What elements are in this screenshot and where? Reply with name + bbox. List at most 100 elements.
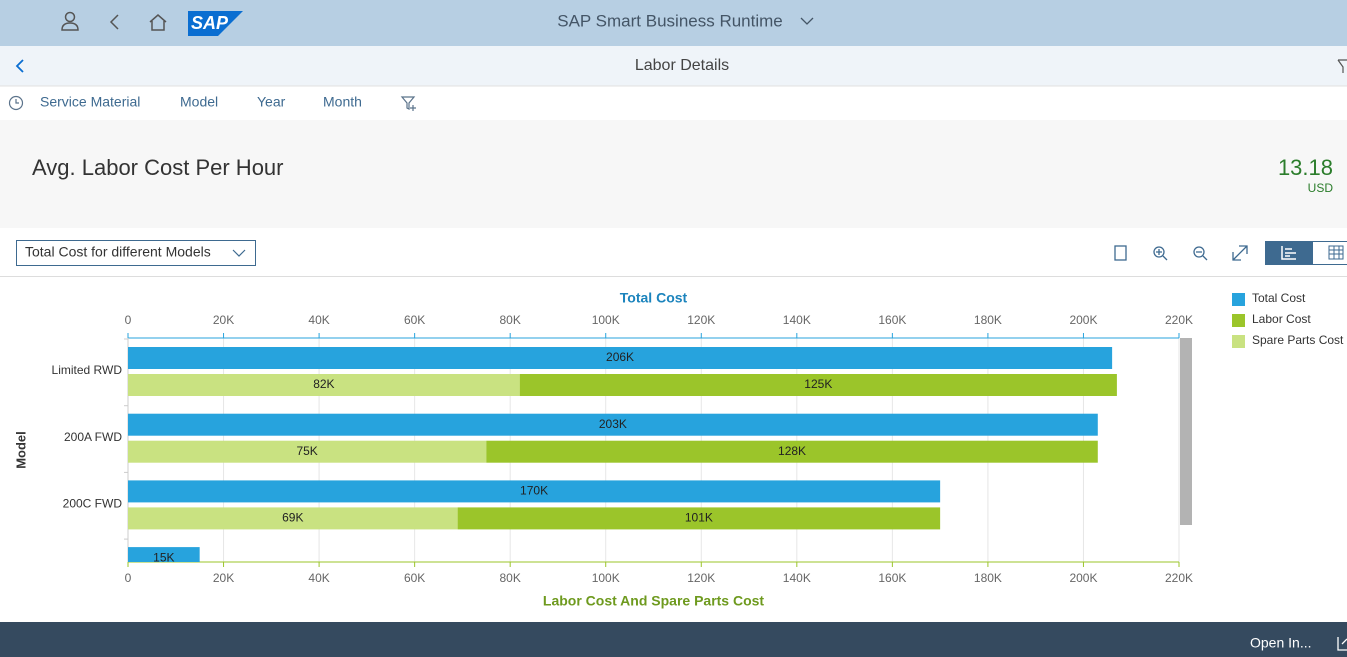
bar: [128, 440, 487, 463]
bar: [128, 413, 1098, 436]
x-tick-label: 20K: [213, 571, 234, 585]
legend-label[interactable]: Total Cost: [1252, 291, 1306, 305]
x-tick-label: 120K: [687, 571, 715, 585]
zoom-in[interactable]: [1153, 246, 1165, 258]
bar: [519, 374, 1117, 396]
x2-tick-label: 0: [125, 313, 132, 327]
legend-swatch: [1232, 293, 1245, 306]
bar: [128, 374, 520, 396]
x2-tick-label: 40K: [308, 313, 329, 327]
scrollbar[interactable]: [1180, 338, 1192, 525]
view-select-arrow: [232, 249, 246, 257]
data-label: 170K: [520, 484, 548, 498]
sap-logo-text: SAP: [191, 13, 229, 33]
data-label: 15K: [153, 550, 174, 564]
user-icon-body[interactable]: [61, 22, 79, 31]
data-label: 125K: [804, 377, 832, 391]
y-tick-label: 200C FWD: [63, 497, 123, 511]
x-tick-label: 180K: [974, 571, 1002, 585]
x2-tick-label: 60K: [404, 313, 425, 327]
bar: [486, 440, 1098, 463]
data-label: 206K: [606, 350, 634, 364]
x-axis-title: Labor Cost And Spare Parts Cost: [543, 593, 765, 609]
x2-tick-label: 140K: [783, 313, 811, 327]
user-icon[interactable]: [64, 11, 76, 23]
add-filter-icon[interactable]: [400, 96, 416, 111]
legend-label[interactable]: Spare Parts Cost: [1252, 333, 1344, 347]
view-select-text: Total Cost for different Models: [25, 244, 211, 260]
chart-toolbar: [1114, 245, 1248, 261]
sap-logo[interactable]: [188, 11, 243, 36]
x-tick-label: 140K: [783, 571, 811, 585]
nav-back[interactable]: [15, 59, 24, 73]
table-view-icon: [1328, 245, 1344, 260]
shell-title[interactable]: SAP Smart Business Runtime: [557, 11, 783, 30]
x-tick-label: 100K: [592, 571, 620, 585]
bar: [128, 547, 200, 562]
data-label: 75K: [296, 444, 317, 458]
bar: [128, 480, 941, 503]
x2-tick-label: 200K: [1069, 313, 1097, 327]
legend-swatch: [1232, 314, 1245, 327]
chart-view-icon: [1281, 246, 1296, 260]
y-axis-title: Model: [13, 431, 28, 469]
x2-tick-label: 220K: [1165, 313, 1193, 327]
filter-list: Service Material Model Year Month: [40, 94, 362, 110]
x2-tick-label: 100K: [592, 313, 620, 327]
filter-item[interactable]: Service Material: [40, 94, 140, 110]
data-label: 101K: [685, 511, 713, 525]
kpi-unit: USD: [1308, 181, 1334, 195]
kpi-area: [0, 120, 1347, 228]
view-select[interactable]: [16, 240, 256, 266]
back-icon[interactable]: [109, 14, 119, 30]
legend-swatch: [1232, 335, 1245, 348]
filter-item[interactable]: Year: [257, 94, 286, 110]
x2-tick-label: 80K: [500, 313, 521, 327]
legend-toggle[interactable]: [1114, 245, 1127, 261]
x2-tick-label: 180K: [974, 313, 1002, 327]
history-icon-hands: [15, 99, 19, 104]
x2-tick-label: 160K: [878, 313, 906, 327]
history-icon[interactable]: [8, 95, 24, 111]
x-tick-label: 60K: [404, 571, 425, 585]
table-view-btn[interactable]: [1312, 241, 1347, 265]
plot: 82K 125K 206K 75K 128K 203K 69K 101K 170K 15K: [128, 347, 1117, 564]
legend-label[interactable]: Labor Cost: [1252, 312, 1311, 326]
filter-icon[interactable]: [1337, 59, 1347, 73]
x2-axis-title: Total Cost: [620, 290, 688, 306]
x2-tick-label: 20K: [213, 313, 234, 327]
data-label: 203K: [599, 417, 627, 431]
shell-icons: [61, 11, 167, 31]
bar: [128, 347, 1113, 369]
footer: [0, 622, 1347, 657]
y-tick-label: 200A FWD: [64, 430, 122, 444]
footer-action[interactable]: Open In...: [1250, 635, 1311, 651]
open-icon[interactable]: [1337, 637, 1347, 651]
title-dropdown[interactable]: [800, 17, 814, 25]
bar: [128, 507, 458, 530]
kpi-title: Avg. Labor Cost Per Hour: [32, 155, 284, 180]
x-tick-label: 80K: [500, 571, 521, 585]
data-label: 82K: [313, 377, 334, 391]
x-tick-label: 220K: [1165, 571, 1193, 585]
bar: [457, 507, 941, 530]
filter-item[interactable]: Month: [323, 94, 362, 110]
filter-bar: [0, 87, 1347, 120]
page-title: Labor Details: [635, 57, 729, 74]
home-icon[interactable]: [149, 14, 167, 31]
kpi-value: 13.18: [1278, 155, 1333, 180]
x-tick-label: 160K: [878, 571, 906, 585]
page-header: [0, 46, 1347, 86]
y-tick-label: Limited RWD: [52, 363, 123, 377]
x2-tick-label: 120K: [687, 313, 715, 327]
fullscreen[interactable]: [1232, 245, 1248, 261]
zoom-out[interactable]: [1193, 246, 1205, 258]
x-tick-label: 0: [125, 571, 132, 585]
filter-item[interactable]: Model: [180, 94, 218, 110]
chart: 0 20K 40K 60K 80K 100K 120K 140K 160K 180K 200K 220…: [13, 290, 1344, 609]
x-tick-label: 40K: [308, 571, 329, 585]
data-label: 69K: [282, 511, 303, 525]
x-tick-label: 200K: [1069, 571, 1097, 585]
